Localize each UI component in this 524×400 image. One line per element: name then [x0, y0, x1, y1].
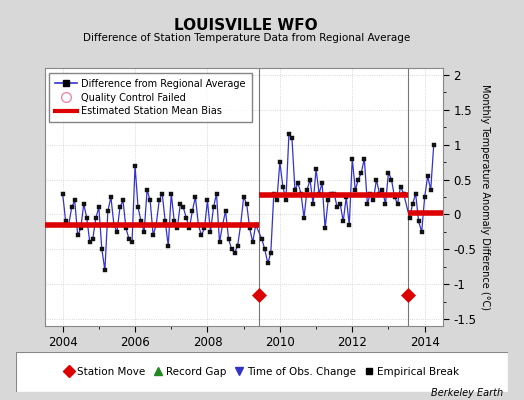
Text: Berkeley Earth: Berkeley Earth	[431, 388, 503, 398]
Y-axis label: Monthly Temperature Anomaly Difference (°C): Monthly Temperature Anomaly Difference (…	[480, 84, 490, 310]
Text: LOUISVILLE WFO: LOUISVILLE WFO	[174, 18, 318, 33]
Text: Difference of Station Temperature Data from Regional Average: Difference of Station Temperature Data f…	[83, 33, 410, 43]
Legend: Difference from Regional Average, Quality Control Failed, Estimated Station Mean: Difference from Regional Average, Qualit…	[49, 73, 252, 122]
Legend: Station Move, Record Gap, Time of Obs. Change, Empirical Break: Station Move, Record Gap, Time of Obs. C…	[60, 363, 464, 381]
